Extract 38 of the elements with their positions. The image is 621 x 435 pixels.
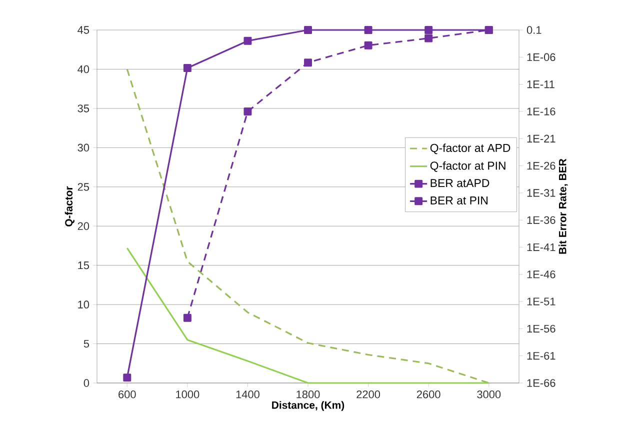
y2-tick-label: 1E-21 [527,134,556,142]
legend-label: Q-factor at APD [430,144,510,154]
y2-tick-label: 1E-41 [527,243,556,252]
y2-tick-label: 1E-51 [527,298,556,306]
x-tick-label: 2200 [356,390,380,398]
y2-tick-label: 1E-16 [527,108,556,116]
y2-tick-label: 1E-06 [527,53,556,62]
y-tick-label: 45 [78,26,90,34]
legend-label: BER at PIN [430,196,488,204]
y-tick-label: 0 [84,379,90,387]
y-tick-label: 40 [78,65,90,74]
y-tick-label: 20 [78,222,90,230]
y2-tick-label: 0.1 [526,26,542,34]
y2-tick-label: 1E-36 [527,216,556,224]
y-tick-label: 25 [78,183,90,191]
y2-axis-title: Bit Error Rate, BER [558,158,568,254]
y-tick-label: 15 [78,262,90,270]
y2-tick-label: 1E-56 [527,324,556,333]
x-tick-label: 2600 [416,390,440,398]
y-tick-label: 5 [84,340,90,348]
legend-label: BER atAPD [430,179,490,188]
legend-label: Q-factor at PIN [430,161,506,172]
y2-tick-label: 1E-46 [527,270,556,278]
y2-tick-label: 1E-61 [527,352,556,360]
y2-tick-label: 1E-66 [527,379,556,387]
y-tick-label: 30 [78,144,90,152]
y2-tick-label: 1E-26 [527,162,556,170]
x-tick-label: 1000 [176,390,200,398]
x-axis-title: Distance, (Km) [272,401,344,411]
x-tick-label: 1400 [236,390,260,398]
x-tick-label: 600 [118,390,136,398]
x-tick-label: 1800 [296,390,320,398]
x-tick-label: 3000 [477,390,501,398]
y-tick-label: 35 [78,104,90,112]
y2-tick-label: 1E-31 [527,189,556,197]
y2-tick-label: 1E-11 [527,80,554,88]
y-tick-label: 10 [78,300,90,308]
y-axis-title: Q-factor [64,186,74,226]
